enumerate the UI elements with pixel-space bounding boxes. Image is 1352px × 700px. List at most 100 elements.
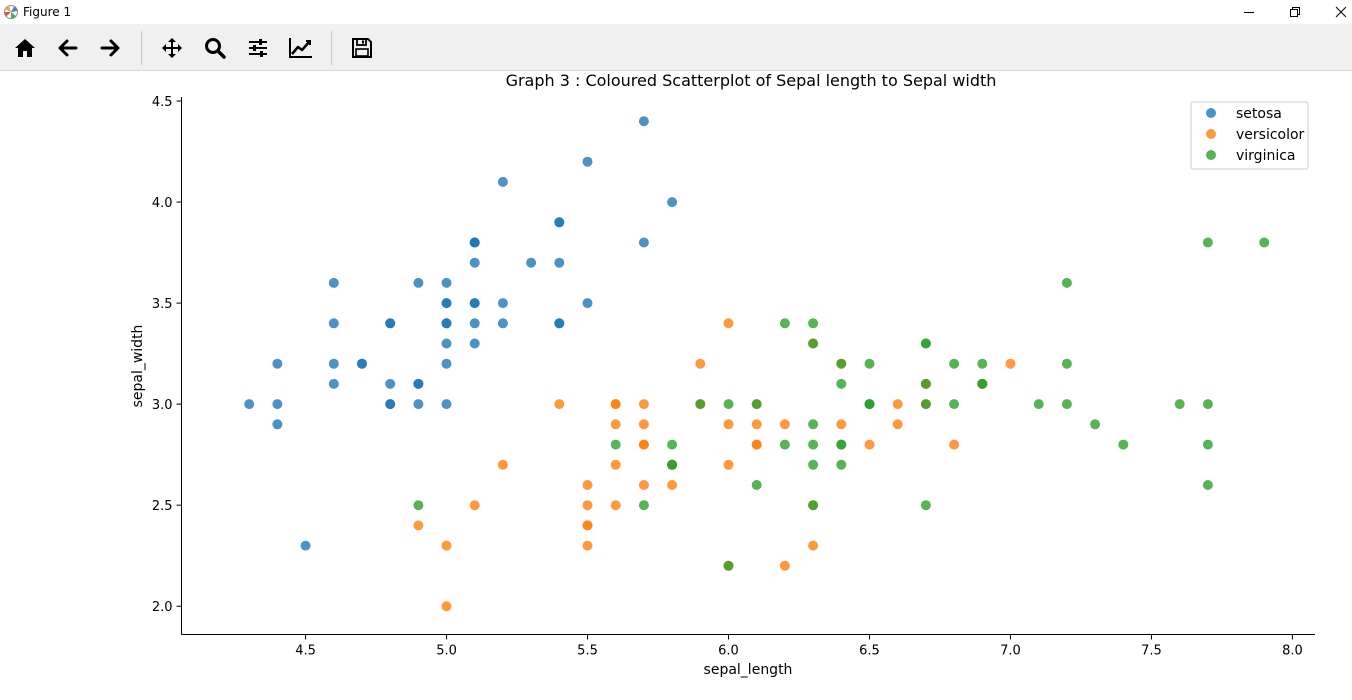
point-virginica-29: [1061, 399, 1072, 410]
point-setosa-26: [441, 318, 452, 329]
point-virginica-18: [1202, 480, 1213, 490]
point-virginica-0: [808, 338, 819, 349]
configure-subplots-button[interactable]: [242, 32, 274, 64]
point-virginica-44: [920, 338, 931, 349]
home-button[interactable]: [9, 32, 41, 64]
point-setosa-49: [441, 338, 452, 349]
point-versicolor-44: [610, 459, 621, 470]
point-virginica-26: [779, 439, 790, 450]
point-setosa-28: [497, 318, 508, 329]
point-versicolor-33: [723, 459, 734, 470]
point-versicolor-49: [638, 439, 649, 450]
minimize-icon: [1244, 12, 1254, 13]
arrow-right-icon: [100, 39, 120, 57]
point-setosa-21: [469, 257, 480, 268]
y-tick-label: 3.0: [152, 398, 173, 413]
point-versicolor-39: [582, 500, 593, 511]
navigation-toolbar: [0, 24, 1352, 71]
back-button[interactable]: [52, 32, 84, 64]
point-virginica-3: [808, 419, 819, 430]
point-setosa-15: [638, 116, 649, 127]
x-tick-label: 7.0: [1000, 644, 1021, 659]
point-virginica-19: [723, 560, 734, 571]
legend-marker-virginica: [1206, 150, 1216, 160]
point-virginica-43: [949, 358, 960, 369]
point-virginica-35: [1202, 399, 1213, 410]
point-setosa-39: [469, 318, 480, 329]
point-virginica-31: [1259, 237, 1270, 248]
legend-marker-setosa: [1206, 108, 1216, 118]
x-tick-label: 8.0: [1282, 644, 1303, 659]
point-versicolor-38: [610, 399, 621, 410]
point-virginica-47: [864, 399, 875, 410]
point-setosa-36: [582, 298, 593, 309]
point-virginica-5: [1174, 399, 1185, 410]
x-tick-label: 5.5: [577, 644, 598, 659]
point-versicolor-18: [779, 560, 790, 571]
point-setosa-1: [413, 399, 424, 410]
point-versicolor-25: [892, 399, 903, 410]
point-versicolor-29: [638, 480, 649, 490]
matplotlib-app-icon: [4, 5, 18, 19]
minimize-button[interactable]: [1226, 0, 1272, 24]
point-virginica-15: [836, 358, 847, 369]
point-setosa-6: [328, 318, 339, 329]
point-versicolor-35: [723, 318, 734, 329]
point-virginica-12: [949, 399, 960, 410]
point-setosa-24: [385, 318, 396, 329]
y-tick-label: 2.0: [152, 600, 173, 615]
y-tick-label: 4.5: [152, 95, 173, 110]
save-button[interactable]: [346, 32, 378, 64]
point-virginica-20: [977, 358, 988, 369]
point-setosa-22: [328, 277, 339, 288]
point-setosa-38: [272, 399, 283, 410]
point-versicolor-23: [751, 439, 762, 450]
x-tick-label: 6.0: [718, 644, 739, 659]
zoom-button[interactable]: [199, 32, 231, 64]
point-virginica-41: [977, 378, 988, 389]
point-virginica-21: [610, 439, 621, 450]
point-setosa-23: [469, 338, 480, 349]
legend-frame: [1190, 101, 1309, 170]
edit-axis-button[interactable]: [285, 32, 317, 64]
pan-button[interactable]: [156, 32, 188, 64]
point-virginica-45: [920, 399, 931, 410]
restore-icon: [1290, 7, 1300, 17]
point-virginica-11: [836, 459, 847, 470]
point-setosa-30: [385, 378, 396, 389]
point-setosa-43: [441, 298, 452, 309]
figure-canvas[interactable]: Graph 3 : Coloured Scatterplot of Sepal …: [0, 71, 1352, 700]
point-setosa-4: [441, 277, 452, 288]
sliders-icon: [249, 39, 267, 57]
point-versicolor-40: [582, 480, 593, 490]
maximize-button[interactable]: [1272, 0, 1318, 24]
point-versicolor-3: [582, 540, 593, 551]
toolbar-separator: [141, 31, 142, 65]
point-setosa-27: [497, 298, 508, 309]
point-virginica-22: [1202, 439, 1213, 450]
point-virginica-25: [1061, 358, 1072, 369]
toolbar-separator: [331, 31, 332, 65]
point-versicolor-42: [667, 480, 678, 490]
point-setosa-45: [385, 399, 396, 410]
point-setosa-37: [413, 277, 424, 288]
x-tick-label: 7.5: [1141, 644, 1162, 659]
point-setosa-18: [638, 237, 649, 248]
legend: setosa versicolor virginica: [1190, 101, 1309, 170]
point-setosa-47: [328, 358, 339, 369]
point-versicolor-8: [892, 419, 903, 430]
forward-button[interactable]: [94, 32, 126, 64]
point-virginica-8: [920, 500, 931, 511]
floppy-disk-icon: [352, 38, 372, 58]
point-versicolor-9: [497, 459, 508, 470]
point-setosa-41: [300, 540, 311, 551]
point-versicolor-43: [441, 540, 452, 551]
point-versicolor-47: [779, 419, 790, 430]
point-versicolor-24: [836, 419, 847, 430]
point-virginica-48: [779, 318, 790, 329]
close-button[interactable]: [1318, 0, 1352, 24]
point-virginica-27: [751, 399, 762, 410]
x-tick-label: 6.5: [859, 644, 880, 659]
x-axis-label: sepal_length: [704, 662, 793, 678]
point-virginica-37: [836, 378, 847, 389]
